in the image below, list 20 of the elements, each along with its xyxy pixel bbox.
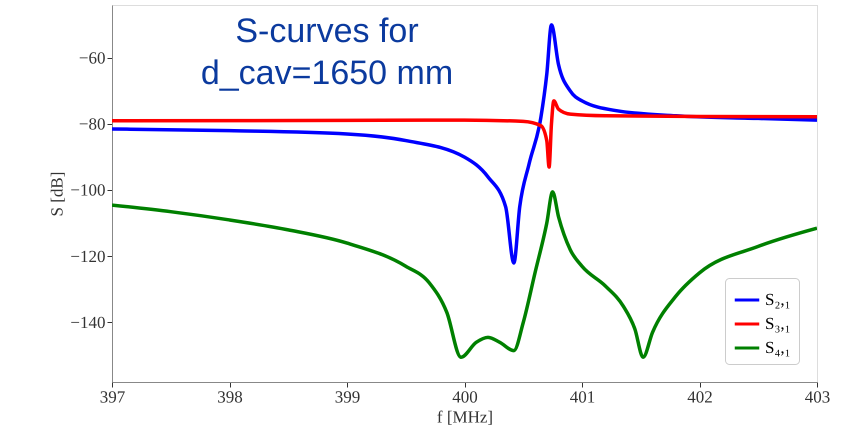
x-tick-label: 399 — [334, 388, 360, 406]
y-tick-label: −100 — [70, 180, 106, 200]
y-tick-label: −80 — [78, 114, 106, 134]
x-tick-label: 403 — [804, 388, 830, 406]
x-axis-title: f [MHz] — [436, 408, 494, 426]
y-tick-label: −140 — [70, 312, 106, 332]
x-tick-label: 400 — [452, 388, 478, 406]
x-tick-label: 402 — [687, 388, 713, 406]
annotation: S-curves for d_cav=1650 mm — [200, 12, 454, 92]
x-tick-label: 398 — [217, 388, 243, 406]
y-tick-label: −60 — [78, 48, 106, 68]
x-tick-label: 397 — [100, 388, 126, 406]
legend-label: S₄,₁ — [765, 338, 791, 357]
line-series — [112, 190, 817, 359]
y-tick-label: −120 — [70, 246, 106, 266]
legend-label: S₂,₁ — [765, 290, 791, 309]
legend-label: S₃,₁ — [765, 314, 791, 333]
line-series — [112, 99, 817, 169]
x-tick-label: 401 — [570, 388, 596, 406]
y-axis-title: S [dB] — [47, 172, 66, 216]
